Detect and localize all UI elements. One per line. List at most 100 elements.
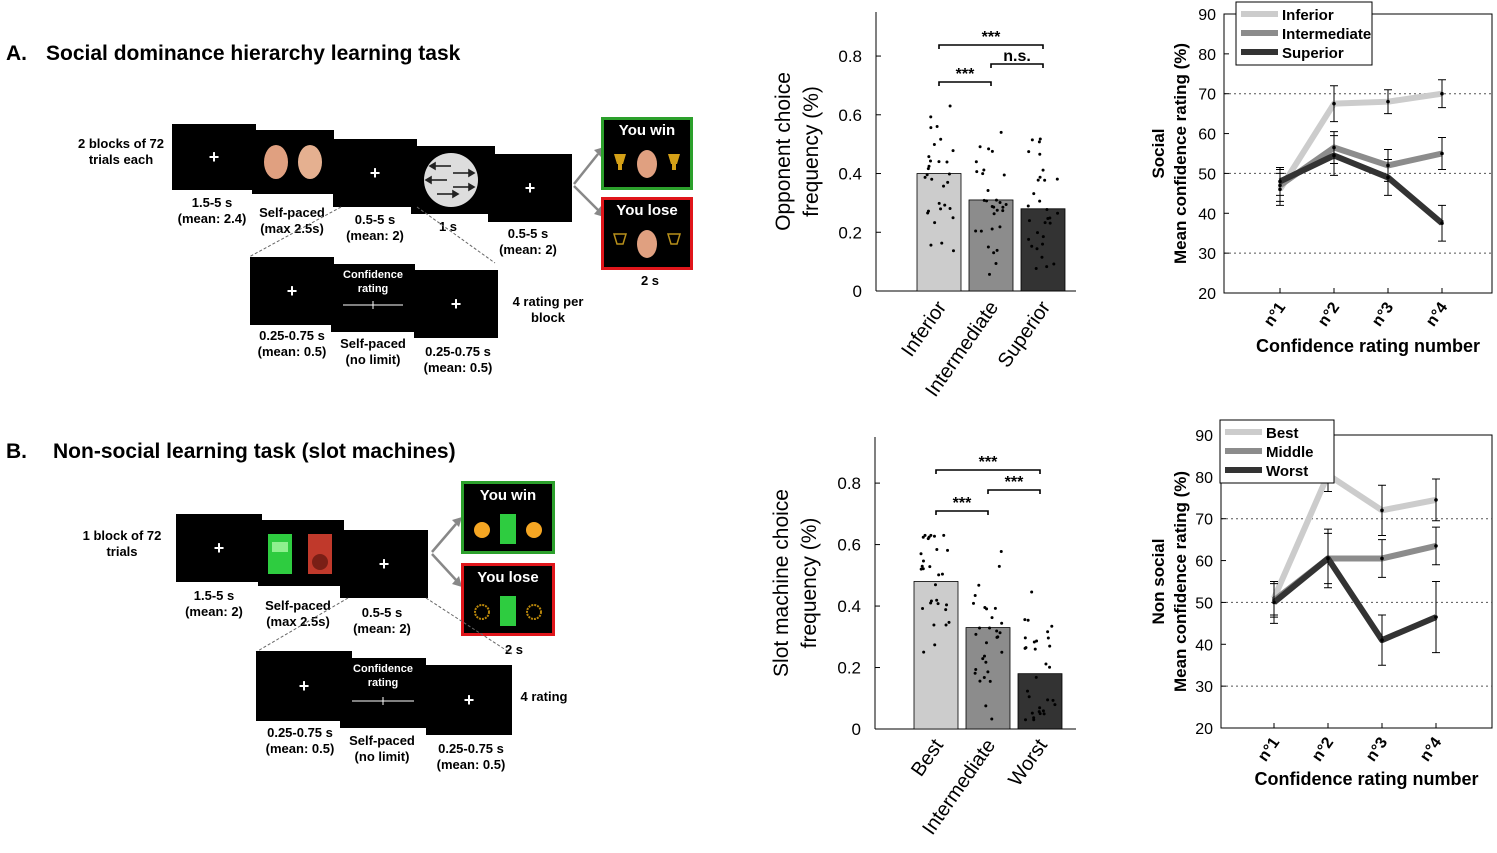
data-point: [1038, 706, 1042, 710]
data-point: [988, 626, 992, 630]
significance-label: ***: [1005, 474, 1024, 491]
data-point: [990, 616, 994, 620]
fixation-cross: +: [450, 294, 462, 314]
fixation-screen: +: [340, 530, 428, 598]
data-point: [943, 203, 947, 207]
data-point: [935, 547, 939, 551]
y-axis-label: Non social: [1149, 539, 1168, 625]
rating-note-line: 4 rating: [520, 689, 568, 704]
data-point: [1033, 647, 1037, 651]
data-point: [1038, 152, 1042, 156]
legend-label: Best: [1266, 425, 1299, 442]
trophies-face-icon: [614, 150, 680, 178]
data-point: [974, 668, 978, 672]
data-point: [1040, 255, 1044, 259]
arrows-disc-icon: [424, 153, 478, 207]
data-point: [978, 145, 982, 149]
data-point: [1024, 718, 1028, 722]
confidence-rating-screen: Confidence rating: [331, 264, 415, 332]
time-line: (mean: 2): [185, 604, 243, 619]
rating-text-line: rating: [357, 283, 389, 295]
fixation-cross: +: [213, 538, 225, 558]
data-point: [1034, 267, 1038, 271]
data-point: [999, 130, 1003, 134]
data-point: [981, 657, 985, 661]
rating-note: 4 rating per block: [500, 294, 596, 326]
rating-note-line: 4 rating per: [512, 294, 584, 309]
fixation-cross: +: [298, 676, 310, 696]
data-point: [1046, 698, 1050, 702]
data-point: [1027, 219, 1031, 223]
data-point: [1038, 137, 1042, 141]
data-point: [1041, 242, 1045, 246]
screen-time-label: 1.5-5 s (mean: 2): [166, 588, 262, 620]
legend-label: Intermediate: [1282, 26, 1371, 43]
time-line: (max 2.5s): [266, 614, 330, 629]
y-tick-label: 90: [1198, 7, 1216, 24]
data-point: [928, 565, 932, 569]
data-point: [978, 679, 982, 683]
significance-label: ***: [982, 29, 1001, 46]
data-point: [951, 216, 955, 220]
data-point: [1038, 199, 1042, 203]
y-tick-label: 40: [1195, 637, 1213, 654]
data-point: [1030, 590, 1034, 594]
broken-coins-slot-icon: [474, 596, 542, 626]
data-point: [1051, 698, 1055, 702]
data-point: [1042, 712, 1046, 716]
data-point: [998, 225, 1002, 229]
y-tick-label: 20: [1198, 286, 1216, 303]
bar: [965, 627, 1011, 730]
data-point: [985, 199, 989, 203]
significance-label: ***: [956, 66, 975, 83]
data-point: [929, 115, 933, 119]
data-point: [944, 608, 948, 612]
data-point: [1440, 221, 1444, 226]
blocks-label-line: trials: [106, 544, 138, 559]
plot-frame: [1220, 434, 1493, 729]
data-point: [1026, 204, 1030, 208]
data-point: [1030, 138, 1034, 142]
x-tick-label: n°2: [1315, 299, 1343, 329]
data-point: [1440, 151, 1444, 156]
data-point: [932, 623, 936, 627]
data-point: [927, 164, 931, 168]
y-tick-label: 80: [1198, 47, 1216, 64]
bar: [1020, 208, 1066, 292]
time-line: (mean: 2.4): [177, 211, 247, 226]
screen-time-label: 0.25-0.75 s (mean: 0.5): [418, 741, 524, 773]
data-point: [1032, 192, 1036, 196]
fixation-screen: +: [250, 257, 334, 325]
x-tick-label: Worst: [1004, 735, 1052, 790]
data-point: [1027, 237, 1031, 241]
data-point: [984, 660, 988, 664]
data-point: [1046, 216, 1050, 220]
time-line: Self-paced: [259, 205, 325, 220]
feedback-time-label: 2 s: [640, 273, 660, 288]
series-line: [1271, 471, 1437, 600]
y-tick-label: 90: [1195, 428, 1213, 445]
fixation-screen: +: [488, 154, 572, 222]
time-line: Self-paced: [265, 598, 331, 613]
data-point: [1035, 639, 1039, 643]
data-point: [997, 564, 1001, 568]
data-point: [993, 606, 997, 610]
data-point: [929, 243, 933, 247]
panel-b-title: Non-social learning task (slot machines): [53, 440, 456, 463]
data-point: [1037, 140, 1041, 144]
time-line: (mean: 2): [346, 228, 404, 243]
fixation-cross: +: [463, 690, 475, 710]
fixation-cross: +: [286, 281, 298, 301]
y-tick-label: 30: [1198, 246, 1216, 263]
data-point: [1001, 209, 1005, 213]
data-point: [999, 549, 1003, 553]
feedback-time-label: 2 s: [504, 642, 524, 657]
data-point: [995, 248, 999, 252]
data-point: [1027, 695, 1031, 699]
data-point: [928, 159, 932, 163]
x-tick-label: n°4: [1423, 299, 1451, 329]
data-point: [921, 606, 925, 610]
data-point: [1035, 231, 1039, 235]
series-line: [1278, 152, 1444, 226]
slot-machines-image: [268, 534, 332, 574]
